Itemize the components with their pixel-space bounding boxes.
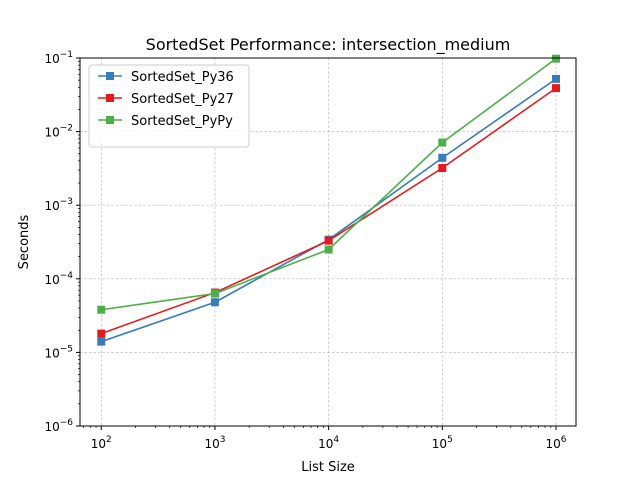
legend-marker xyxy=(106,72,114,80)
series-2 xyxy=(97,54,560,314)
x-tick-label-base: 10 xyxy=(432,437,447,451)
y-tick-label-exponent: −3 xyxy=(60,197,73,207)
y-tick-label-base: 10 xyxy=(44,52,59,66)
data-point-marker xyxy=(324,236,333,245)
y-tick-label: 10−6 xyxy=(44,418,73,434)
x-tick-label-base: 10 xyxy=(204,437,219,451)
legend: SortedSet_Py36 SortedSet_Py27 SortedSet_Py… xyxy=(88,64,250,148)
x-tick-label: 102 xyxy=(91,435,112,451)
data-point-marker xyxy=(210,289,219,298)
y-tick-label-exponent: −4 xyxy=(60,271,74,281)
y-tick-label: 10−4 xyxy=(44,271,73,287)
plot-frame xyxy=(79,57,577,427)
x-tick-label-exponent: 6 xyxy=(561,435,567,445)
x-tick-label-exponent: 3 xyxy=(220,435,226,445)
y-tick-label: 10−3 xyxy=(44,197,73,213)
x-tick-label-base: 10 xyxy=(318,437,333,451)
y-tick-label-base: 10 xyxy=(44,273,59,287)
legend-label: SortedSet_PyPy xyxy=(131,114,233,129)
data-point-marker xyxy=(438,153,447,162)
x-tick-label-base: 10 xyxy=(545,437,560,451)
y-tick-label-exponent: −6 xyxy=(60,418,74,428)
x-tick-label: 106 xyxy=(545,435,566,451)
y-tick-label-base: 10 xyxy=(44,420,59,434)
legend-item: SortedSet_PyPy xyxy=(98,114,233,129)
data-point-marker xyxy=(97,305,106,314)
x-tick-label-exponent: 2 xyxy=(106,435,112,445)
x-tick-label-exponent: 4 xyxy=(333,435,339,445)
legend-item: SortedSet_Py36 xyxy=(98,70,234,85)
y-tick-label-exponent: −5 xyxy=(60,344,73,354)
y-tick-label: 10−2 xyxy=(44,124,73,140)
y-tick-label-base: 10 xyxy=(44,199,59,213)
y-tick-label: 10−1 xyxy=(44,50,73,66)
data-point-marker xyxy=(551,74,560,83)
legend-item: SortedSet_Py27 xyxy=(98,92,234,107)
x-tick-label: 105 xyxy=(432,435,453,451)
y-tick-label-base: 10 xyxy=(44,126,59,140)
data-point-marker xyxy=(324,245,333,254)
y-axis-label: Seconds xyxy=(17,214,32,269)
legend-marker xyxy=(106,94,114,102)
chart-title: SortedSet Performance: intersection_medi… xyxy=(146,35,511,55)
legend-label: SortedSet_Py36 xyxy=(131,70,234,85)
x-tick-label: 104 xyxy=(318,435,339,451)
series-layer xyxy=(97,54,560,346)
data-point-marker xyxy=(97,329,106,338)
data-point-marker xyxy=(551,54,560,63)
data-point-marker xyxy=(97,337,106,346)
data-point-marker xyxy=(210,298,219,307)
y-tick-label: 10−5 xyxy=(44,344,73,360)
x-tick-label-exponent: 5 xyxy=(447,435,453,445)
x-tick-label: 103 xyxy=(204,435,225,451)
x-tick-label-base: 10 xyxy=(91,437,106,451)
x-axis-label: List Size xyxy=(301,460,355,475)
y-tick-label-exponent: −1 xyxy=(60,50,73,60)
data-point-marker xyxy=(551,84,560,93)
legend-marker xyxy=(106,116,114,124)
data-point-marker xyxy=(438,138,447,147)
data-point-marker xyxy=(438,164,447,173)
y-tick-label-base: 10 xyxy=(44,346,59,360)
legend-box xyxy=(88,64,250,148)
y-tick-label-exponent: −2 xyxy=(60,124,73,134)
legend-label: SortedSet_Py27 xyxy=(131,92,234,107)
